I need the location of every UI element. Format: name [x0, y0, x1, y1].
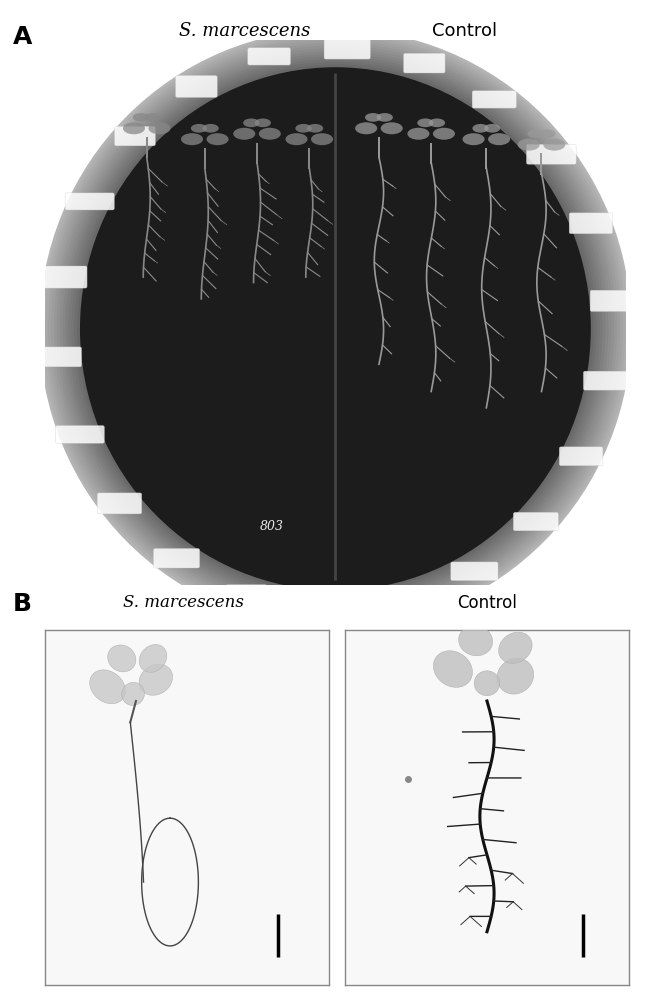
FancyBboxPatch shape [115, 126, 155, 146]
Ellipse shape [497, 658, 533, 694]
Ellipse shape [499, 632, 532, 663]
FancyBboxPatch shape [404, 53, 445, 73]
Ellipse shape [74, 62, 597, 596]
Ellipse shape [108, 645, 136, 672]
Ellipse shape [417, 118, 433, 127]
FancyBboxPatch shape [559, 447, 603, 466]
Ellipse shape [474, 671, 500, 696]
Ellipse shape [433, 651, 472, 687]
Ellipse shape [68, 56, 602, 601]
Ellipse shape [122, 682, 144, 705]
Ellipse shape [307, 124, 323, 133]
FancyBboxPatch shape [303, 600, 345, 619]
Ellipse shape [484, 124, 501, 133]
Ellipse shape [71, 59, 599, 599]
Text: Control: Control [457, 594, 517, 612]
FancyBboxPatch shape [590, 290, 630, 311]
Ellipse shape [462, 133, 484, 145]
FancyBboxPatch shape [42, 266, 87, 288]
Ellipse shape [295, 124, 312, 133]
Ellipse shape [528, 129, 544, 138]
Ellipse shape [459, 626, 493, 656]
Ellipse shape [311, 133, 333, 145]
Ellipse shape [203, 124, 219, 133]
Ellipse shape [43, 32, 628, 626]
Ellipse shape [243, 118, 259, 127]
Text: 803: 803 [260, 520, 284, 534]
FancyBboxPatch shape [55, 426, 104, 443]
FancyBboxPatch shape [154, 549, 199, 568]
FancyBboxPatch shape [569, 213, 613, 234]
Ellipse shape [77, 65, 593, 593]
Ellipse shape [123, 122, 145, 134]
FancyBboxPatch shape [584, 371, 630, 390]
Ellipse shape [80, 67, 591, 590]
FancyBboxPatch shape [41, 347, 81, 367]
Ellipse shape [133, 113, 149, 122]
Text: Control: Control [432, 22, 497, 40]
Ellipse shape [148, 122, 170, 134]
FancyBboxPatch shape [381, 591, 423, 612]
FancyBboxPatch shape [65, 193, 114, 210]
Ellipse shape [191, 124, 207, 133]
Ellipse shape [80, 67, 591, 590]
FancyBboxPatch shape [324, 38, 370, 59]
Ellipse shape [39, 29, 631, 629]
Ellipse shape [45, 35, 626, 623]
Ellipse shape [139, 644, 167, 672]
Ellipse shape [206, 133, 228, 145]
Ellipse shape [286, 133, 308, 145]
Ellipse shape [355, 122, 377, 134]
FancyBboxPatch shape [248, 48, 290, 65]
FancyBboxPatch shape [97, 493, 142, 514]
Ellipse shape [365, 113, 381, 122]
Text: A: A [13, 25, 32, 49]
Text: S. marcescens: S. marcescens [123, 594, 244, 611]
Ellipse shape [408, 128, 430, 140]
Ellipse shape [90, 670, 126, 704]
Ellipse shape [259, 128, 281, 140]
Ellipse shape [65, 54, 605, 604]
FancyBboxPatch shape [526, 144, 576, 164]
Ellipse shape [54, 43, 617, 615]
Ellipse shape [433, 128, 455, 140]
Ellipse shape [63, 51, 608, 607]
FancyBboxPatch shape [175, 76, 217, 97]
Ellipse shape [377, 113, 393, 122]
Text: B: B [13, 592, 32, 616]
Ellipse shape [51, 40, 620, 618]
FancyBboxPatch shape [472, 91, 517, 108]
Ellipse shape [139, 664, 173, 695]
Ellipse shape [255, 118, 271, 127]
Ellipse shape [48, 37, 622, 620]
Ellipse shape [59, 48, 611, 610]
Ellipse shape [429, 118, 445, 127]
Ellipse shape [144, 113, 161, 122]
Ellipse shape [181, 133, 203, 145]
Ellipse shape [233, 128, 255, 140]
FancyBboxPatch shape [513, 512, 559, 531]
Ellipse shape [518, 139, 540, 151]
Ellipse shape [488, 133, 510, 145]
Text: S. marcescens: S. marcescens [179, 22, 311, 40]
Ellipse shape [57, 45, 614, 612]
Ellipse shape [381, 122, 402, 134]
FancyBboxPatch shape [226, 585, 267, 604]
Ellipse shape [543, 139, 565, 151]
FancyBboxPatch shape [451, 562, 498, 581]
Ellipse shape [539, 129, 555, 138]
Ellipse shape [472, 124, 489, 133]
